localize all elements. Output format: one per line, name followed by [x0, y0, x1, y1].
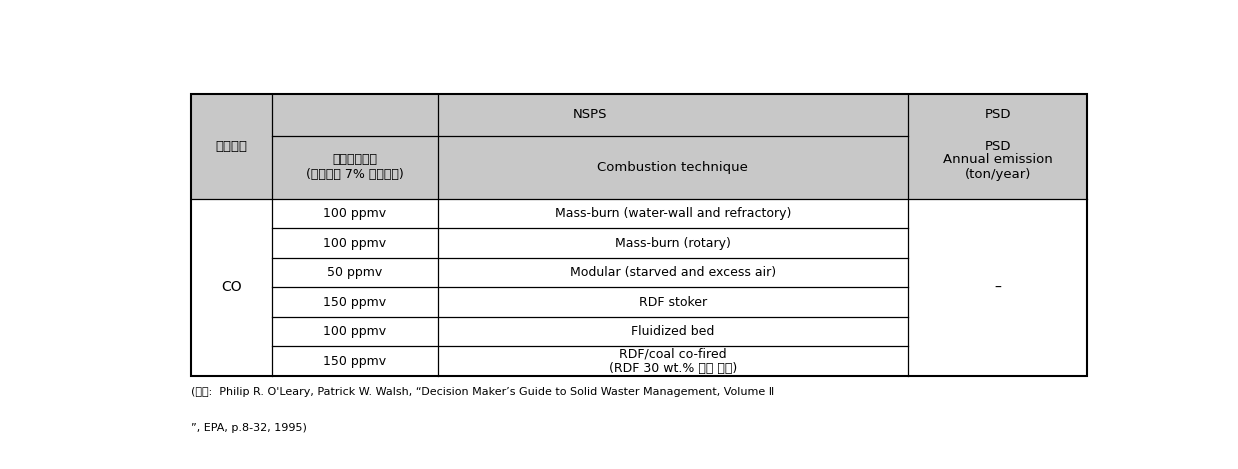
Text: ”, EPA, p.8-32, 1995): ”, EPA, p.8-32, 1995): [191, 423, 307, 433]
Text: Fluidized bed: Fluidized bed: [631, 325, 714, 338]
Bar: [909, 199, 1087, 376]
Bar: [438, 317, 909, 347]
Bar: [272, 347, 438, 376]
Text: RDF stoker: RDF stoker: [639, 295, 707, 309]
Bar: [438, 228, 909, 258]
Text: Combustion technique: Combustion technique: [598, 161, 748, 174]
Bar: [191, 94, 272, 199]
Bar: [272, 199, 438, 228]
Text: Modular (starved and excess air): Modular (starved and excess air): [569, 266, 776, 279]
Text: 150 ppmv: 150 ppmv: [323, 355, 386, 368]
Text: Mass-burn (rotary): Mass-burn (rotary): [615, 237, 730, 250]
Bar: [272, 317, 438, 347]
Text: NSPS: NSPS: [573, 108, 607, 121]
Text: (원쳙:  Philip R. O'Leary, Patrick W. Walsh, “Decision Maker’s Guide to Solid Wast: (원쳙: Philip R. O'Leary, Patrick W. Walsh…: [191, 387, 775, 397]
Text: 100 ppmv: 100 ppmv: [323, 207, 386, 220]
Text: Mass-burn (water-wall and refractory): Mass-burn (water-wall and refractory): [555, 207, 791, 220]
Bar: [272, 287, 438, 317]
Text: Annual emission
(ton/year): Annual emission (ton/year): [943, 153, 1052, 182]
Text: 배출허용기준
(산소농도 7% 환산기준): 배출허용기준 (산소농도 7% 환산기준): [306, 153, 404, 182]
Bar: [272, 94, 909, 136]
Text: 150 ppmv: 150 ppmv: [323, 295, 386, 309]
Text: 100 ppmv: 100 ppmv: [323, 237, 386, 250]
Text: 50 ppmv: 50 ppmv: [327, 266, 383, 279]
Bar: [272, 258, 438, 287]
Text: –: –: [994, 280, 1002, 295]
Bar: [438, 258, 909, 287]
Bar: [272, 136, 438, 199]
Text: CO: CO: [222, 280, 241, 295]
Text: RDF/coal co-fired
(RDF 30 wt.% 이상 혼소): RDF/coal co-fired (RDF 30 wt.% 이상 혼소): [609, 347, 737, 375]
Text: PSD: PSD: [984, 140, 1011, 153]
Bar: [909, 94, 1087, 199]
Bar: [191, 199, 272, 376]
Text: 오염물질: 오염물질: [215, 140, 248, 153]
Bar: [438, 199, 909, 228]
Bar: [191, 94, 1087, 376]
Text: PSD: PSD: [984, 108, 1011, 121]
Text: 100 ppmv: 100 ppmv: [323, 325, 386, 338]
Bar: [438, 287, 909, 317]
Bar: [272, 228, 438, 258]
Bar: [438, 136, 909, 199]
Bar: [438, 347, 909, 376]
Bar: [909, 94, 1087, 199]
